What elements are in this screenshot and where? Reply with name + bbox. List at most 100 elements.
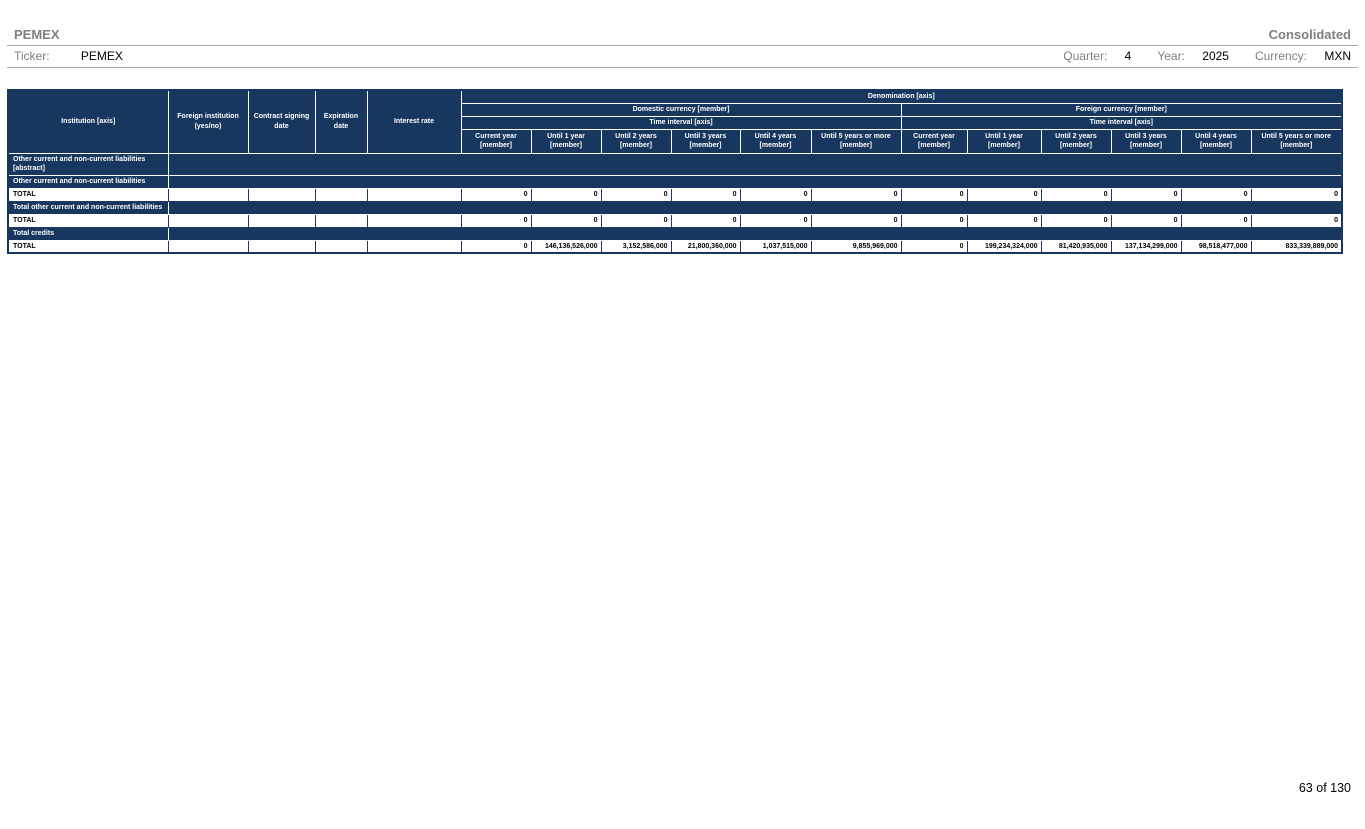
header-row-denomination: Institution [axis] Foreign institution (… — [7, 89, 1343, 154]
section-fill — [167, 200, 1343, 215]
value-cell: 0 — [600, 213, 672, 228]
value-cell: 0 — [900, 239, 968, 254]
ticker-label: Ticker: — [14, 49, 50, 63]
value-cell: 0 — [900, 213, 968, 228]
value-cell: 0 — [966, 187, 1042, 202]
value-cell: 0 — [1250, 187, 1343, 202]
col-header-interest-rate: Interest rate — [366, 89, 462, 154]
section-row-total-credits: Total credits — [7, 226, 1343, 241]
value-cell: 0 — [810, 187, 902, 202]
value-cell: 833,339,889,000 — [1250, 239, 1343, 254]
empty-cell — [366, 213, 462, 228]
value-cell: 3,152,586,000 — [600, 239, 672, 254]
value-cell: 146,136,526,000 — [530, 239, 602, 254]
value-cell: 0 — [600, 187, 672, 202]
credits-table: Institution [axis] Foreign institution (… — [7, 89, 1344, 254]
header-row-intervals: Current year [member] Until 1 year [memb… — [8, 128, 1343, 154]
year-pair: Year: 2025 — [1157, 49, 1229, 63]
col-header-domestic-currency: Domestic currency [member] — [460, 102, 902, 117]
section-label: Other current and non-current liabilitie… — [7, 152, 169, 176]
value-cell: 21,800,360,000 — [670, 239, 741, 254]
value-cell: 0 — [1110, 187, 1182, 202]
currency-label: Currency: — [1254, 49, 1307, 63]
header-row-currency: Domestic currency [member] Foreign curre… — [8, 102, 1343, 117]
company-name: PEMEX — [14, 27, 60, 42]
total-row-total-other-liabilities: TOTAL 0 0 0 0 0 0 0 0 0 0 0 0 — [7, 213, 1343, 228]
empty-cell — [314, 213, 368, 228]
value-cell: 0 — [460, 213, 532, 228]
empty-cell — [314, 187, 368, 202]
total-label: TOTAL — [7, 213, 169, 228]
value-cell: 81,420,935,000 — [1040, 239, 1112, 254]
year-label: Year: — [1157, 49, 1185, 63]
col-header-contract-signing-date: Contract signing date — [247, 89, 316, 154]
period-group: Quarter: 4 Year: 2025 Currency: MXN — [1037, 49, 1351, 63]
empty-cell — [247, 239, 316, 254]
report-meta-bar: Ticker: PEMEX Quarter: 4 Year: 2025 Curr… — [0, 46, 1365, 67]
col-header-time-interval-domestic: Time interval [axis] — [460, 115, 902, 130]
col-header-expiration-date: Expiration date — [314, 89, 368, 154]
col-header-foreign-until-5-years-or-more: Until 5 years or more [member] — [1250, 128, 1343, 154]
section-fill — [167, 226, 1343, 241]
value-cell: 199,234,324,000 — [966, 239, 1042, 254]
empty-cell — [366, 239, 462, 254]
col-header-domestic-until-1-year: Until 1 year [member] — [530, 128, 602, 154]
col-header-domestic-until-2-years: Until 2 years [member] — [600, 128, 672, 154]
section-fill — [167, 174, 1343, 189]
value-cell: 0 — [530, 187, 602, 202]
col-header-foreign-until-4-years: Until 4 years [member] — [1180, 128, 1252, 154]
col-header-domestic-current-year: Current year [member] — [460, 128, 532, 154]
value-cell: 0 — [670, 187, 741, 202]
total-row-total-credits: TOTAL 0 146,136,526,000 3,152,586,000 21… — [7, 239, 1343, 254]
section-label: Total other current and non-current liab… — [7, 200, 169, 215]
empty-cell — [247, 187, 316, 202]
value-cell: 0 — [670, 213, 741, 228]
value-cell: 0 — [460, 239, 532, 254]
value-cell: 1,037,515,000 — [739, 239, 812, 254]
value-cell: 0 — [900, 187, 968, 202]
value-cell: 0 — [530, 213, 602, 228]
value-cell: 0 — [1180, 213, 1252, 228]
col-header-foreign-institution: Foreign institution (yes/no) — [167, 89, 249, 154]
consolidated-flag: Consolidated — [1268, 27, 1351, 42]
ticker-value: PEMEX — [80, 49, 123, 63]
page-indicator: 63 of 130 — [1298, 781, 1351, 795]
col-header-institution: Institution [axis] — [7, 89, 169, 154]
col-header-denomination-axis: Denomination [axis] — [460, 89, 1343, 104]
quarter-value: 4 — [1124, 49, 1132, 63]
empty-cell — [167, 239, 249, 254]
value-cell: 0 — [810, 213, 902, 228]
value-cell: 98,518,477,000 — [1180, 239, 1252, 254]
value-cell: 0 — [1040, 187, 1112, 202]
section-row-other-liabilities: Other current and non-current liabilitie… — [7, 174, 1343, 189]
value-cell: 0 — [1180, 187, 1252, 202]
empty-cell — [314, 239, 368, 254]
col-header-foreign-until-3-years: Until 3 years [member] — [1110, 128, 1182, 154]
col-header-time-interval-foreign: Time interval [axis] — [900, 115, 1343, 130]
value-cell: 0 — [1040, 213, 1112, 228]
divider — [7, 67, 1358, 68]
col-header-domestic-until-3-years: Until 3 years [member] — [670, 128, 741, 154]
value-cell: 0 — [1250, 213, 1343, 228]
currency-pair: Currency: MXN — [1255, 49, 1351, 63]
divider — [7, 45, 1358, 46]
col-header-domestic-until-4-years: Until 4 years [member] — [739, 128, 812, 154]
empty-cell — [167, 213, 249, 228]
value-cell: 0 — [739, 187, 812, 202]
value-cell: 0 — [460, 187, 532, 202]
total-row-other-liabilities: TOTAL 0 0 0 0 0 0 0 0 0 0 0 0 — [7, 187, 1343, 202]
value-cell: 137,134,299,000 — [1110, 239, 1182, 254]
value-cell: 0 — [1110, 213, 1182, 228]
empty-cell — [247, 213, 316, 228]
col-header-domestic-until-5-years-or-more: Until 5 years or more [member] — [810, 128, 902, 154]
value-cell: 9,855,969,000 — [810, 239, 902, 254]
empty-cell — [366, 187, 462, 202]
quarter-pair: Quarter: 4 — [1063, 49, 1131, 63]
total-label: TOTAL — [7, 239, 169, 254]
section-row-other-liabilities-abstract: Other current and non-current liabilitie… — [7, 152, 1343, 176]
year-value: 2025 — [1202, 49, 1229, 63]
report-title-bar: PEMEX Consolidated — [0, 0, 1365, 45]
section-row-total-other-liabilities: Total other current and non-current liab… — [7, 200, 1343, 215]
currency-value: MXN — [1324, 49, 1351, 63]
col-header-foreign-current-year: Current year [member] — [900, 128, 968, 154]
